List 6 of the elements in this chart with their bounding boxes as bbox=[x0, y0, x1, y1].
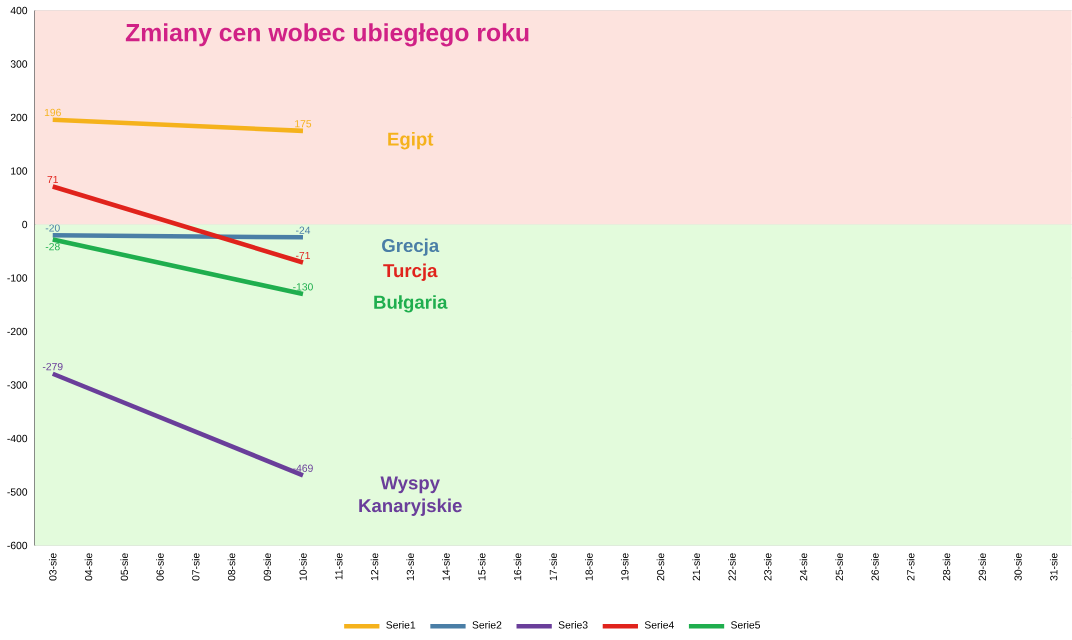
annotation: Egipt bbox=[388, 132, 434, 150]
annotation: Bułgaria bbox=[374, 295, 448, 313]
annotation: Grecja bbox=[382, 238, 440, 256]
annotation: Turcja bbox=[383, 263, 438, 281]
chart-title: Zmiany cen wobec ubiegłego roku bbox=[125, 23, 529, 47]
annotation: Wyspy Kanaryjskie bbox=[359, 476, 462, 516]
